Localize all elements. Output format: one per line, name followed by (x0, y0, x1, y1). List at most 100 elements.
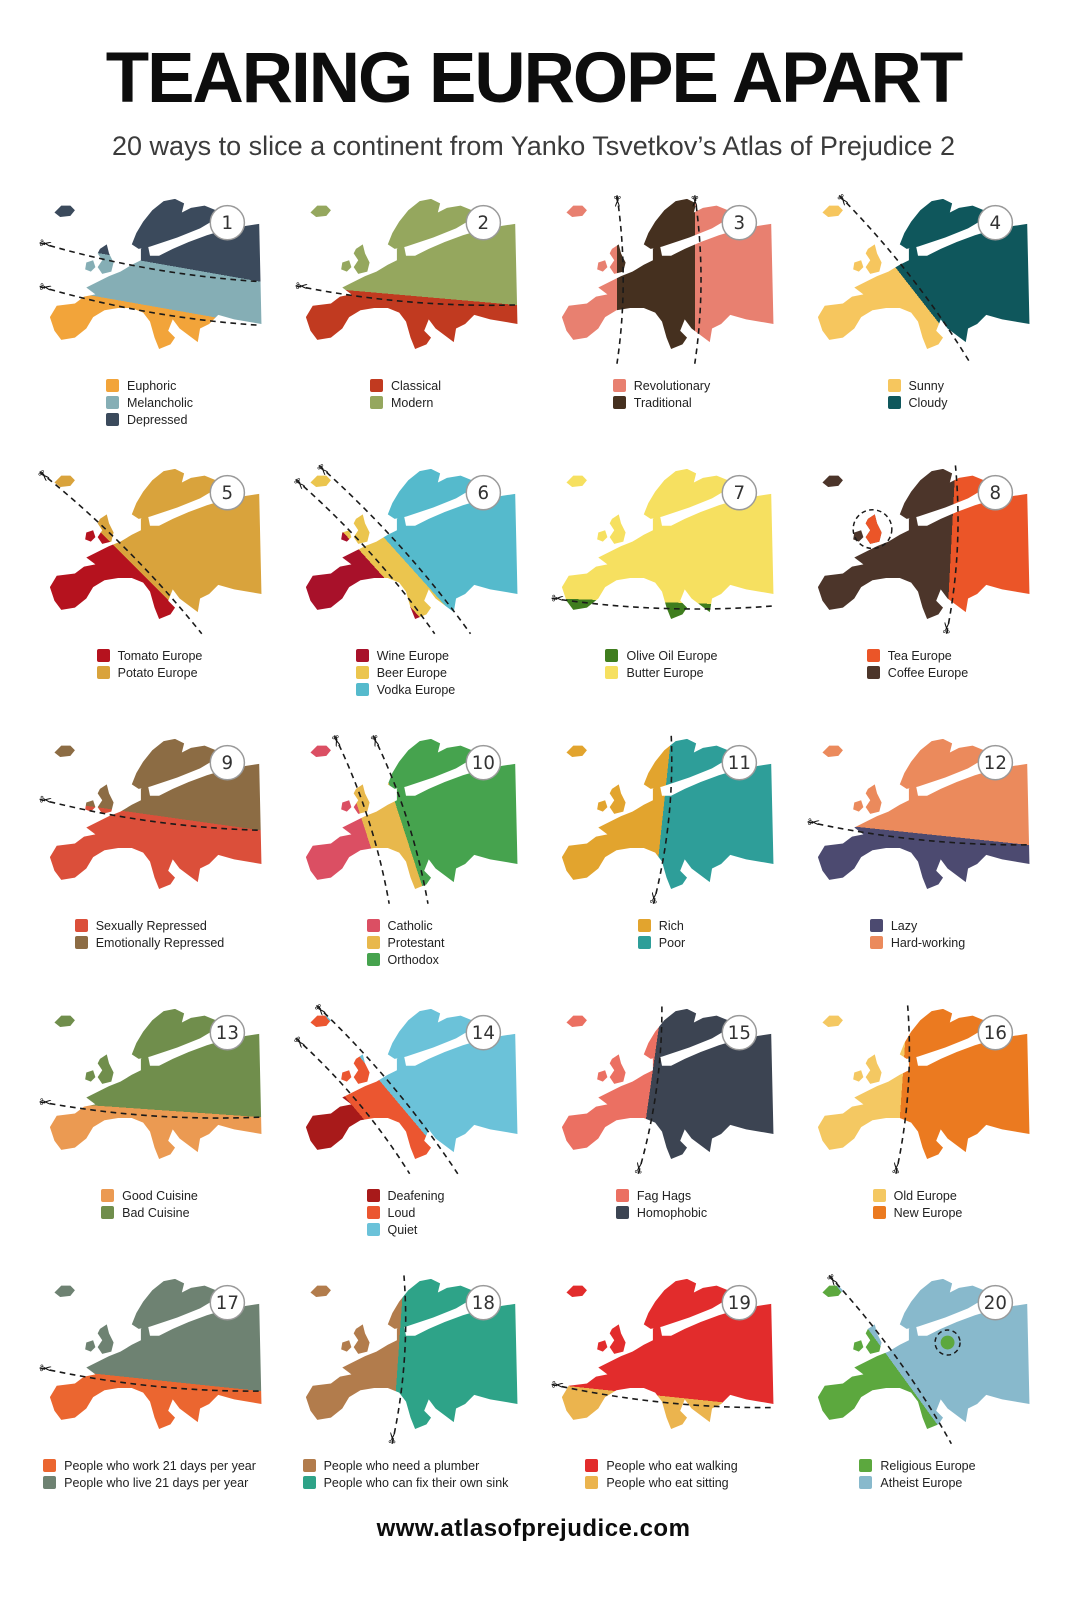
legend: Olive Oil Europe Butter Europe (605, 646, 718, 683)
legend-item: Potato Europe (96, 666, 203, 680)
cut-line (827, 1274, 952, 1444)
map-number-badge: 14 (465, 1014, 501, 1051)
map-number-badge: 1 (209, 204, 245, 241)
map-panel-4: ✂ 4 Sunny Cloudy (795, 192, 1041, 430)
cut-line (945, 465, 959, 634)
legend-item: Traditional (612, 396, 710, 410)
europe-map-svg: ✂4 (817, 192, 1029, 365)
legend: Sexually Repressed Emotionally Repressed (74, 916, 224, 953)
europe-map-svg: ✂✂6 (292, 462, 517, 635)
legend: Catholic Protestant Orthodox (366, 916, 445, 970)
legend-swatch (302, 1459, 316, 1473)
europe-map-svg: ✂ 16 (817, 1005, 1029, 1175)
legend-item: Depressed (105, 413, 193, 427)
legend: Sunny Cloudy (887, 376, 948, 413)
legend-swatch (869, 919, 883, 933)
legend-item: Classical (369, 378, 441, 393)
legend-item: People who work 21 days per year (43, 1459, 256, 1473)
legend-swatch (302, 1476, 316, 1490)
scissors-icon: ✂ (645, 890, 663, 904)
legend-label: Deafening (387, 1188, 445, 1203)
map-number-badge: 20 (977, 1284, 1013, 1321)
scissors-icon: ✂ (888, 1161, 906, 1175)
legend-label: Coffee Europe (887, 665, 969, 680)
legend-swatch (96, 649, 110, 663)
legend-label: People who eat sitting (606, 1475, 729, 1490)
map-panel-2: ✂ 2 Classical Modern (283, 192, 529, 430)
legend-label: Loud (387, 1205, 416, 1220)
legend-item: Lazy (869, 918, 965, 933)
map-number: 18 (471, 1293, 494, 1314)
map-panel-6: ✂ ✂ 6 Wine Europe Beer Europe Vodka Europe (283, 462, 529, 700)
legend-swatch (866, 649, 880, 663)
footer-url: www.atlasofprejudice.com (376, 1514, 691, 1542)
legend-item: Vodka Europe (355, 683, 455, 697)
map-number: 12 (983, 753, 1006, 774)
europe-map-svg: ✂20 (817, 1272, 1029, 1444)
europe-map-svg: ✂ ✂ 1 (38, 198, 261, 349)
legend: People who need a plumber People who can … (302, 1456, 509, 1493)
scissors-icon: ✂ (38, 278, 53, 297)
map-panel-10: ✂ ✂ 10 Catholic Protestant Orthodox (283, 732, 529, 970)
legend-label: Beer Europe (376, 665, 447, 680)
map-number: 15 (727, 1023, 750, 1044)
scissors-icon: ✂ (38, 791, 53, 810)
legend-swatch (612, 396, 626, 410)
europe-map-svg: ✂ 15 (561, 1005, 773, 1175)
scissors-icon: ✂ (39, 1094, 53, 1112)
maps-grid: ✂ ✂ 1 Euphoric Melancholic Depressed ✂ 2 Classic… (27, 192, 1041, 1493)
legend-label: Sunny (908, 378, 944, 393)
legend-item: Wine Europe (355, 649, 456, 663)
legend: Wine Europe Beer Europe Vodka Europe (355, 646, 456, 700)
legend-label: Protestant (387, 935, 445, 950)
europe-map-svg: ✂ 12 (806, 738, 1029, 889)
europe-map-svg: ✂ 13 (39, 1008, 261, 1159)
map-number-badge: 2 (465, 204, 501, 241)
legend: People who eat walking People who eat sit… (585, 1456, 738, 1493)
legend-item: Tomato Europe (96, 649, 202, 663)
legend-label: Butter Europe (626, 665, 704, 680)
legend: Old Europe New Europe (872, 1186, 963, 1223)
legend-label: New Europe (893, 1205, 963, 1220)
map-number: 11 (727, 753, 750, 774)
scissors-icon: ✂ (38, 235, 53, 254)
legend-swatch (872, 1206, 886, 1220)
map-number: 8 (989, 483, 1001, 504)
legend: Classical Modern (369, 376, 441, 413)
highlight-fill (940, 1335, 955, 1350)
legend-label: Melancholic (126, 395, 193, 410)
map-number-badge: 11 (721, 744, 757, 781)
legend-swatch (605, 649, 619, 663)
legend-label: Cloudy (908, 395, 948, 410)
highlight-circle (851, 508, 893, 550)
legend-item: Cloudy (887, 395, 948, 410)
legend-label: Lazy (890, 918, 918, 933)
legend-item: Atheist Europe (859, 1476, 975, 1490)
legend-swatch (872, 1189, 886, 1203)
europe-map-svg: ✂8 (817, 465, 1029, 634)
legend-item: Revolutionary (612, 379, 710, 393)
europe-map-svg: ✂✂14 (292, 1002, 517, 1175)
map-number: 20 (983, 1293, 1006, 1314)
legend-item: Loud (366, 1205, 445, 1220)
legend-label: People who can fix their own sink (323, 1475, 509, 1490)
legend-swatch (366, 919, 380, 933)
cut-line (333, 734, 390, 904)
cut-line (652, 735, 673, 904)
scissors-icon: ✂ (36, 466, 54, 487)
legend-swatch (96, 666, 110, 680)
legend: Fag Hags Homophobic (615, 1186, 707, 1223)
map-number-badge: 18 (465, 1284, 501, 1321)
map-number: 2 (477, 213, 489, 234)
map-number-badge: 12 (977, 744, 1013, 781)
legend-label: Olive Oil Europe (626, 648, 718, 663)
map-number-badge: 3 (721, 204, 757, 241)
legend: Euphoric Melancholic Depressed (105, 376, 193, 430)
legend-item: Modern (369, 396, 441, 410)
map-number: 3 (733, 213, 745, 234)
legend-label: Classical (390, 378, 441, 393)
map-number: 19 (727, 1293, 750, 1314)
map-number: 7 (733, 483, 745, 504)
legend-label: Old Europe (893, 1188, 957, 1203)
legend-item: Homophobic (615, 1206, 707, 1220)
